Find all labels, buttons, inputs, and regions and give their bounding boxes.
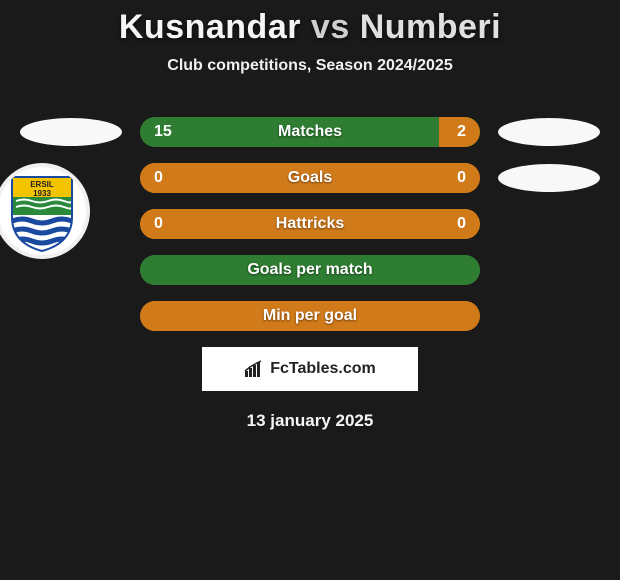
page-title: Kusnandar vs Numberi [0, 8, 620, 47]
stat-value-right: 0 [457, 215, 466, 233]
stat-row: 15 2 Matches [0, 117, 620, 147]
svg-text:1933: 1933 [33, 189, 51, 198]
date-text: 13 january 2025 [0, 411, 620, 431]
spacer [498, 302, 600, 330]
stat-value-left: 0 [154, 215, 163, 233]
brand-badge: FcTables.com [202, 347, 418, 391]
player2-name: Numberi [360, 8, 501, 46]
stat-bar: 0 0 Goals [140, 163, 480, 193]
stat-label: Matches [278, 123, 342, 141]
spacer [20, 302, 122, 330]
player2-oval [498, 164, 600, 192]
stat-row: Min per goal [0, 301, 620, 331]
stat-label: Goals per match [247, 261, 372, 279]
spacer [20, 210, 122, 238]
stat-label: Min per goal [263, 307, 357, 325]
stat-bar: Goals per match [140, 255, 480, 285]
brand-text: FcTables.com [270, 360, 376, 378]
vs-text: vs [311, 8, 350, 46]
stat-value-left: 0 [154, 169, 163, 187]
stats-area: 15 2 Matches 0 0 Goals ERSIL 1933 [0, 117, 620, 331]
svg-text:ERSIL: ERSIL [30, 180, 54, 189]
stat-label: Goals [288, 169, 332, 187]
stat-row: 0 0 Hattricks [0, 209, 620, 239]
spacer [20, 256, 122, 284]
stat-bar: Min per goal [140, 301, 480, 331]
player1-oval [20, 118, 122, 146]
spacer [498, 210, 600, 238]
stat-label: Hattricks [276, 215, 344, 233]
stat-bar: 0 0 Hattricks [140, 209, 480, 239]
stat-value-right: 2 [457, 123, 466, 141]
chart-icon [244, 360, 266, 378]
stat-row: 00Goals ERSIL 1933 [0, 163, 620, 193]
player2-oval [498, 118, 600, 146]
stat-value-left: 15 [154, 123, 172, 141]
infographic-container: Kusnandar vs Numberi Club competitions, … [0, 0, 620, 431]
stat-bar: 15 2 Matches [140, 117, 480, 147]
spacer [498, 256, 600, 284]
player1-name: Kusnandar [119, 8, 301, 46]
subtitle: Club competitions, Season 2024/2025 [0, 57, 620, 75]
stat-value-right: 0 [457, 169, 466, 187]
stat-row: Goals per match [0, 255, 620, 285]
